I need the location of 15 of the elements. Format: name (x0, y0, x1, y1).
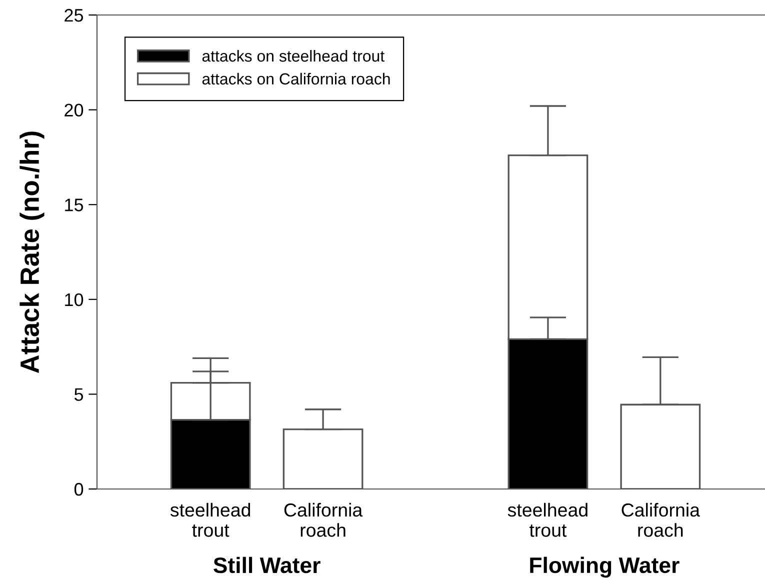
y-tick-label: 0 (74, 482, 84, 496)
text: Flowing Water (530, 556, 680, 578)
text: Still Water (214, 556, 320, 574)
y-tick-label: 25 (64, 8, 84, 22)
legend-label: attacks on California roach (202, 72, 390, 85)
x-tick-label: steelhead trout (508, 502, 588, 537)
x-tick-label: California roach (284, 502, 363, 537)
y-tick-label: 20 (64, 104, 84, 117)
legend-label: attacks on steelhead trout (202, 50, 384, 62)
y-tick-label: 15 (65, 198, 84, 212)
y-tick-label: 10 (65, 293, 84, 306)
y-axis-title: Attack Rate (no./hr) (20, 132, 44, 374)
x-tick-label: steelhead trout (170, 502, 250, 537)
x-tick-label: California roach (622, 502, 700, 537)
y-tick-label: 5 (74, 388, 84, 401)
